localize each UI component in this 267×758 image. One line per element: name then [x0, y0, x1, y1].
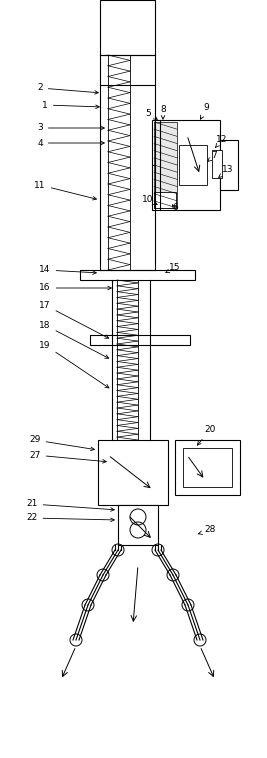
Bar: [100, 0, 155, 55]
Text: 16: 16: [39, 283, 111, 293]
Text: 29: 29: [29, 436, 94, 451]
Bar: [154, 192, 176, 208]
Text: 22: 22: [26, 513, 114, 522]
Text: 7: 7: [208, 152, 217, 161]
Text: 11: 11: [34, 180, 96, 200]
Text: 14: 14: [39, 265, 96, 274]
Bar: [175, 440, 240, 495]
Bar: [179, 145, 207, 185]
Text: 3: 3: [37, 124, 104, 133]
Bar: [212, 150, 222, 178]
Text: 27: 27: [29, 450, 106, 463]
Text: 15: 15: [166, 264, 181, 273]
Text: 4: 4: [37, 139, 104, 148]
Text: 18: 18: [39, 321, 109, 359]
Text: 28: 28: [198, 525, 216, 534]
Bar: [98, 440, 168, 505]
Bar: [80, 270, 195, 280]
Text: 21: 21: [26, 500, 114, 512]
Bar: [154, 122, 177, 208]
Bar: [183, 448, 232, 487]
Text: 10: 10: [142, 196, 157, 205]
Bar: [90, 335, 190, 345]
Bar: [118, 505, 158, 545]
Text: 19: 19: [39, 340, 109, 388]
Bar: [152, 120, 220, 210]
Text: 6: 6: [172, 203, 178, 212]
Text: 5: 5: [145, 108, 157, 120]
Text: 8: 8: [160, 105, 166, 119]
Bar: [220, 140, 238, 190]
Text: 9: 9: [201, 104, 209, 119]
Text: 13: 13: [219, 165, 234, 177]
Text: 20: 20: [197, 425, 216, 445]
Text: 17: 17: [39, 300, 109, 338]
Text: 12: 12: [215, 136, 228, 148]
Text: 1: 1: [42, 101, 99, 109]
Text: 2: 2: [37, 83, 98, 94]
